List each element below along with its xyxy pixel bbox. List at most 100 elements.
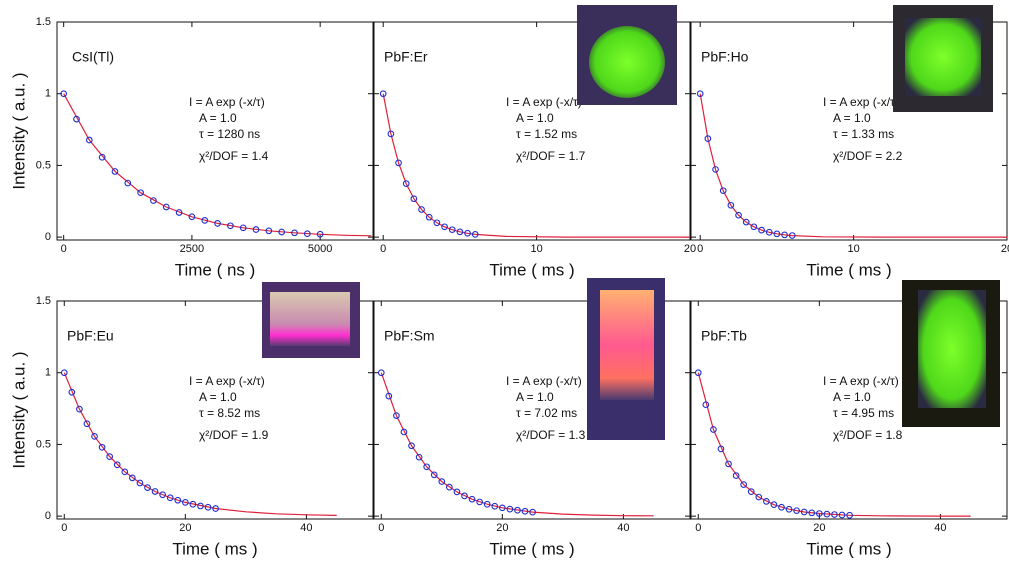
data-point — [402, 180, 410, 187]
fit-annotation: τ = 8.52 ms — [199, 406, 260, 420]
data-point — [710, 426, 717, 433]
x-axis-label: Time ( ms ) — [806, 539, 891, 558]
data-point — [719, 187, 727, 195]
data-point — [400, 428, 408, 436]
x-tick-label: 0 — [697, 243, 703, 255]
photo-crystal — [600, 290, 654, 400]
data-point — [197, 502, 204, 510]
inset-photos — [262, 5, 1000, 440]
plot-frame — [690, 300, 1008, 520]
data-point — [291, 229, 298, 237]
plot-data — [60, 90, 372, 238]
data-point — [265, 227, 273, 235]
plot-data — [377, 369, 654, 517]
fit-annotation: I = A exp (-x/τ) — [506, 374, 582, 388]
y-tick-label: 0 — [45, 231, 51, 243]
fit-annotation: χ²/DOF = 2.2 — [833, 149, 903, 163]
x-tick-label: 0 — [695, 522, 701, 534]
data-point — [385, 392, 393, 400]
data-point — [129, 474, 136, 482]
fit-annotation: A = 1.0 — [199, 390, 237, 404]
data-point — [461, 492, 468, 500]
fit-annotation: τ = 1280 ns — [199, 127, 260, 141]
fit-annotation: I = A exp (-x/τ) — [189, 95, 265, 109]
x-tick-label: 5000 — [308, 243, 332, 255]
plot-data — [694, 369, 971, 519]
panel-label: PbF:Sm — [384, 328, 435, 344]
fit-annotation: A = 1.0 — [516, 390, 554, 404]
data-point — [800, 508, 808, 516]
data-point — [181, 499, 189, 506]
x-tick-label: 0 — [380, 243, 386, 255]
photo-crystal — [905, 18, 981, 96]
fit-annotation: I = A exp (-x/τ) — [506, 95, 582, 109]
data-point — [150, 197, 157, 204]
data-point — [468, 495, 476, 503]
plot-data — [696, 90, 1007, 239]
fit-annotation: τ = 1.52 ms — [516, 127, 577, 141]
data-point — [60, 369, 68, 377]
data-point — [379, 90, 387, 98]
data-point — [303, 230, 311, 238]
data-point — [438, 478, 446, 485]
data-point — [83, 420, 91, 428]
y-axis-label: Intensity ( a.u. ) — [9, 351, 28, 468]
fit-line — [697, 372, 971, 517]
y-tick-label: 1.5 — [36, 16, 51, 28]
data-point — [106, 453, 114, 460]
data-point — [214, 220, 221, 227]
y-tick-label: 1 — [45, 88, 51, 100]
data-point — [456, 228, 464, 236]
y-tick-label: 0.5 — [36, 438, 51, 450]
data-point — [144, 484, 151, 491]
fit-annotation: χ²/DOF = 1.4 — [199, 149, 269, 163]
data-point — [755, 493, 763, 501]
fit-line — [382, 93, 690, 238]
x-axis-label: Time ( ms ) — [489, 539, 574, 558]
data-point — [471, 231, 479, 238]
data-point — [815, 510, 823, 517]
fit-annotation: χ²/DOF = 1.3 — [516, 428, 586, 442]
photo-crystal — [270, 292, 350, 346]
data-point — [68, 388, 76, 396]
data-point — [430, 471, 438, 479]
data-point — [765, 228, 773, 236]
data-point — [76, 405, 83, 413]
data-point — [433, 219, 441, 227]
data-point — [453, 488, 461, 496]
data-point — [441, 223, 448, 231]
data-point — [521, 507, 529, 515]
data-point — [506, 505, 514, 513]
x-axis-label: Time ( ns ) — [175, 260, 256, 279]
plot-frame — [56, 300, 374, 520]
x-tick-label: 20 — [496, 522, 508, 534]
data-point — [717, 445, 725, 453]
fit-line — [699, 93, 1007, 238]
data-point — [174, 496, 182, 504]
data-point — [73, 115, 80, 123]
fit-annotation: A = 1.0 — [516, 111, 554, 125]
data-point — [808, 509, 816, 517]
x-tick-label: 40 — [300, 522, 312, 534]
fit-annotation: χ²/DOF = 1.7 — [516, 149, 586, 163]
data-point — [770, 501, 778, 509]
data-point — [448, 226, 456, 234]
data-point — [781, 231, 788, 239]
fit-annotation: A = 1.0 — [833, 390, 871, 404]
data-point — [415, 453, 423, 461]
data-point — [476, 498, 483, 506]
data-point — [60, 90, 68, 98]
x-tick-label: 0 — [61, 522, 67, 534]
data-point — [124, 179, 132, 187]
fit-annotation: A = 1.0 — [833, 111, 871, 125]
data-point — [464, 229, 471, 237]
x-tick-label: 40 — [617, 522, 629, 534]
data-point — [740, 481, 748, 488]
data-point — [747, 488, 755, 495]
data-point — [778, 503, 785, 511]
fit-annotation: I = A exp (-x/τ) — [823, 95, 899, 109]
x-axis-label: Time ( ms ) — [806, 260, 891, 279]
fit-annotation: I = A exp (-x/τ) — [189, 374, 265, 388]
data-point — [838, 511, 846, 519]
